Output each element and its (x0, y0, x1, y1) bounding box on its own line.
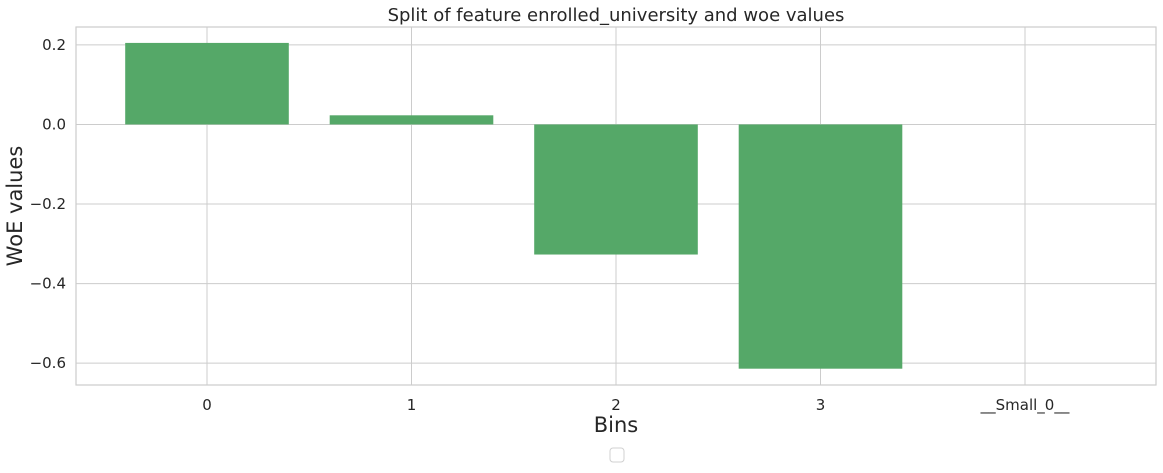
x-tick-label: 3 (816, 396, 826, 414)
y-tick-label: 0.2 (42, 36, 66, 54)
legend-box (610, 448, 624, 462)
x-tick-label: 2 (611, 396, 621, 414)
x-tick-label: 1 (407, 396, 417, 414)
y-tick-label: −0.6 (30, 354, 66, 372)
x-axis-title: Bins (594, 413, 639, 437)
bar (125, 43, 289, 125)
y-axis-title: WoE values (3, 146, 27, 267)
x-tick-label: 0 (202, 396, 212, 414)
bar (330, 115, 494, 124)
y-tick-label: 0.0 (42, 115, 66, 133)
y-tick-label: −0.2 (30, 195, 66, 213)
bar (739, 124, 903, 368)
chart-title: Split of feature enrolled_university and… (388, 5, 845, 26)
bar (534, 124, 698, 254)
x-tick-label: __Small_0__ (980, 396, 1070, 415)
y-tick-label: −0.4 (30, 275, 66, 293)
